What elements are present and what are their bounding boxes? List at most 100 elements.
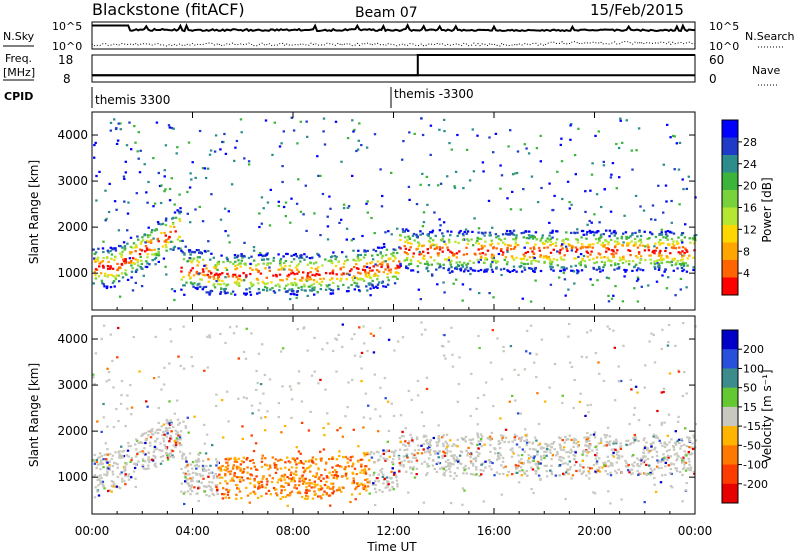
heatmap-cell xyxy=(282,255,285,258)
heatmap-cell xyxy=(189,480,193,483)
heatmap-cell xyxy=(125,454,129,457)
heatmap-cell xyxy=(243,241,246,244)
heatmap-cell xyxy=(447,267,451,270)
heatmap-cell xyxy=(338,488,341,492)
heatmap-cell xyxy=(127,455,130,458)
heatmap-cell xyxy=(566,469,569,472)
heatmap-cell xyxy=(422,501,426,504)
heatmap-cell xyxy=(586,437,589,441)
heatmap-cell xyxy=(630,468,633,471)
heatmap-cell xyxy=(576,445,580,448)
heatmap-cell xyxy=(295,466,298,469)
heatmap-cell xyxy=(213,266,216,269)
heatmap-cell xyxy=(484,256,487,260)
heatmap-cell xyxy=(227,496,231,499)
heatmap-cell xyxy=(570,438,573,441)
heatmap-cell xyxy=(110,253,114,256)
heatmap-cell xyxy=(265,253,268,256)
heatmap-cell xyxy=(391,463,395,466)
heatmap-cell xyxy=(118,450,121,453)
heatmap-cell xyxy=(528,230,531,233)
heatmap-cell xyxy=(339,426,342,429)
heatmap-cell xyxy=(279,350,283,353)
heatmap-cell xyxy=(93,144,96,147)
heatmap-cell xyxy=(189,172,192,175)
heatmap-cell xyxy=(437,456,440,459)
heatmap-cell xyxy=(310,374,314,377)
heatmap-cell xyxy=(677,236,680,239)
heatmap-cell xyxy=(449,450,452,453)
heatmap-cell xyxy=(366,249,369,252)
heatmap-cell xyxy=(405,265,408,268)
heatmap-cell xyxy=(477,248,480,251)
heatmap-cell xyxy=(266,201,270,204)
heatmap-cell xyxy=(190,484,193,487)
heatmap-cell xyxy=(675,467,678,470)
heatmap-cell xyxy=(530,235,534,239)
heatmap-cell xyxy=(573,437,576,440)
heatmap-cell xyxy=(191,250,194,254)
heatmap-cell xyxy=(186,490,190,493)
heatmap-cell xyxy=(410,452,414,455)
heatmap-cell xyxy=(374,480,377,483)
heatmap-cell xyxy=(144,441,147,445)
heatmap-cell xyxy=(618,259,621,262)
heatmap-cell xyxy=(317,174,320,177)
heatmap-cell xyxy=(670,199,673,203)
heatmap-cell xyxy=(517,373,520,377)
heatmap-cell xyxy=(664,230,667,233)
heatmap-cell xyxy=(442,466,445,469)
heatmap-cell xyxy=(93,270,97,273)
heatmap-cell xyxy=(330,474,334,477)
heatmap-cell xyxy=(298,477,301,480)
heatmap-cell xyxy=(229,470,233,473)
heatmap-cell xyxy=(359,258,362,261)
heatmap-cell xyxy=(188,259,191,263)
heatmap-cell xyxy=(336,277,339,280)
heatmap-cell xyxy=(325,476,329,479)
heatmap-cell xyxy=(269,493,272,496)
heatmap-cell xyxy=(319,288,322,291)
heatmap-cell xyxy=(460,437,464,440)
heatmap-cell xyxy=(123,177,126,180)
heatmap-cell xyxy=(199,278,202,281)
heatmap-cell xyxy=(177,423,180,426)
heatmap-cell xyxy=(109,246,112,249)
heatmap-cell xyxy=(342,283,345,286)
heatmap-cell xyxy=(331,487,334,490)
heatmap-cell xyxy=(352,258,355,261)
heatmap-cell xyxy=(109,249,112,253)
heatmap-cell xyxy=(662,242,665,245)
heatmap-cell xyxy=(164,224,168,227)
heatmap-cell xyxy=(623,275,626,278)
heatmap-cell xyxy=(197,500,200,503)
heatmap-cell xyxy=(643,386,646,389)
heatmap-cell xyxy=(152,450,155,453)
heatmap-cell xyxy=(288,477,291,480)
heatmap-cell xyxy=(189,463,193,466)
heatmap-cell xyxy=(442,281,445,284)
heatmap-cell xyxy=(173,412,176,415)
heatmap-cell xyxy=(421,133,425,137)
heatmap-cell xyxy=(235,275,238,278)
heatmap-cell xyxy=(511,473,514,476)
freq-panel: Freq. [MHz] 18 8 60 0 Nave xyxy=(3,52,780,86)
heatmap-cell xyxy=(587,243,590,246)
heatmap-cell xyxy=(126,407,129,410)
heatmap-cell xyxy=(262,282,265,285)
heatmap-cell xyxy=(179,438,182,441)
heatmap-cell xyxy=(552,208,555,212)
heatmap-cell xyxy=(287,275,290,278)
heatmap-cell xyxy=(94,277,98,280)
heatmap-cell xyxy=(315,272,318,276)
heatmap-cell xyxy=(416,452,419,455)
heatmap-cell xyxy=(259,272,263,275)
heatmap-cell xyxy=(590,250,593,253)
heatmap-cell xyxy=(446,246,449,249)
heatmap-cell xyxy=(380,257,384,260)
heatmap-cell xyxy=(439,467,442,470)
heatmap-cell xyxy=(604,436,607,439)
heatmap-cell xyxy=(177,355,180,358)
heatmap-cell xyxy=(247,256,251,260)
heatmap-cell xyxy=(525,147,528,150)
